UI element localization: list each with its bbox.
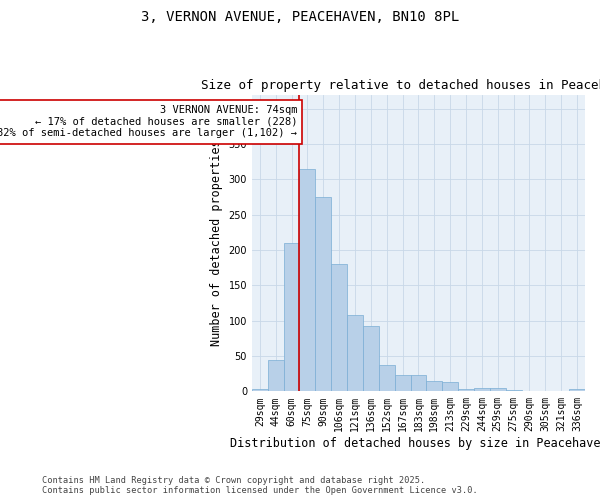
Bar [427, 380, 442, 392]
Bar [490, 388, 506, 392]
Bar [252, 388, 268, 392]
Bar [410, 375, 427, 392]
Bar [458, 389, 474, 392]
Bar [316, 197, 331, 392]
Bar [442, 382, 458, 392]
Title: Size of property relative to detached houses in Peacehaven: Size of property relative to detached ho… [201, 79, 600, 92]
Bar [284, 243, 299, 392]
Text: 3 VERNON AVENUE: 74sqm
← 17% of detached houses are smaller (228)
82% of semi-de: 3 VERNON AVENUE: 74sqm ← 17% of detached… [0, 105, 297, 138]
Bar [363, 326, 379, 392]
Bar [331, 264, 347, 392]
Bar [299, 168, 316, 392]
Text: 3, VERNON AVENUE, PEACEHAVEN, BN10 8PL: 3, VERNON AVENUE, PEACEHAVEN, BN10 8PL [141, 10, 459, 24]
X-axis label: Distribution of detached houses by size in Peacehaven: Distribution of detached houses by size … [230, 437, 600, 450]
Bar [347, 315, 363, 392]
Bar [506, 390, 521, 392]
Y-axis label: Number of detached properties: Number of detached properties [210, 140, 223, 346]
Bar [268, 360, 284, 392]
Bar [474, 388, 490, 392]
Bar [569, 389, 585, 392]
Bar [379, 365, 395, 392]
Text: Contains HM Land Registry data © Crown copyright and database right 2025.
Contai: Contains HM Land Registry data © Crown c… [42, 476, 478, 495]
Bar [395, 375, 410, 392]
